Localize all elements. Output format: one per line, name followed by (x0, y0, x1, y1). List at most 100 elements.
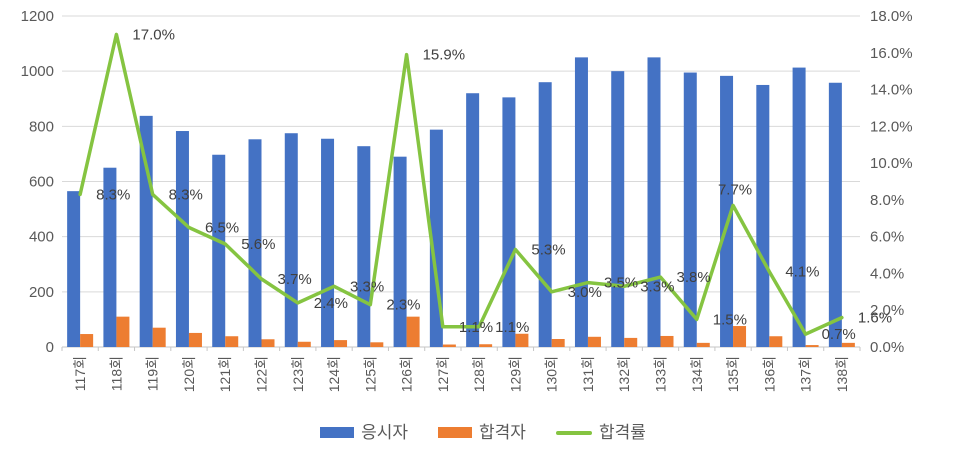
right-axis-tick-label: 4.0% (870, 265, 904, 282)
passers-bar (696, 342, 710, 347)
applicants-bar (321, 138, 335, 347)
applicants-bar (212, 154, 226, 347)
pass-rate-data-label: 2.4% (314, 295, 348, 312)
passers-bar (624, 337, 638, 347)
x-axis-label: 136회 (761, 356, 777, 392)
pass-rate-data-label: 3.3% (350, 278, 384, 295)
applicants-bar (792, 67, 806, 347)
pass-rate-data-label: 3.7% (278, 271, 312, 288)
pass-rate-data-label: 3.0% (568, 284, 602, 301)
pass-rate-data-label: 7.7% (718, 181, 752, 198)
x-axis-label: 124회 (326, 356, 342, 392)
passers-bar (406, 316, 420, 347)
left-axis-tick-label: 400 (29, 229, 54, 246)
applicants-bar (67, 191, 81, 347)
x-axis-label: 137회 (798, 356, 814, 392)
applicants-bar (466, 93, 480, 347)
pass-rate-data-label: 1.1% (495, 319, 529, 336)
legend-label-applicants: 응시자 (361, 423, 409, 442)
x-axis-label: 120회 (181, 356, 197, 392)
applicants-bar (175, 131, 189, 347)
x-axis-label: 119회 (145, 356, 161, 391)
left-axis-tick-label: 200 (29, 284, 54, 301)
right-axis-tick-label: 8.0% (870, 192, 904, 209)
pass-rate-data-label: 3.8% (677, 269, 711, 286)
pass-rate-data-label: 3.3% (640, 278, 674, 295)
applicants-bar (756, 84, 770, 347)
pass-rate-data-label: 6.5% (205, 219, 239, 236)
applicants-bar (502, 97, 516, 347)
pass-rate-data-label: 2.3% (386, 297, 420, 314)
left-axis-tick-label: 0 (46, 339, 54, 356)
x-axis-label: 121회 (217, 356, 233, 392)
x-axis-label: 118회 (108, 356, 124, 391)
passers-bar (80, 334, 94, 347)
applicants-bar-swatch-icon (320, 427, 355, 438)
x-axis-label: 135회 (725, 356, 741, 392)
pass-rate-data-label: 4.1% (785, 264, 819, 281)
x-axis-label: 122회 (254, 356, 270, 392)
pass-rate-data-label: 5.6% (241, 236, 275, 253)
x-axis-label: 130회 (544, 356, 560, 392)
x-axis-label: 133회 (653, 356, 669, 392)
passers-bar (587, 336, 601, 347)
pass-rate-data-label: 8.3% (96, 186, 130, 203)
right-axis-tick-label: 10.0% (870, 155, 913, 172)
passers-bar (515, 333, 529, 347)
right-axis-tick-label: 18.0% (870, 8, 913, 25)
applicants-bar (574, 57, 588, 347)
passers-bar (769, 336, 783, 347)
passers-bar (225, 336, 239, 347)
right-axis-tick-label: 6.0% (870, 229, 904, 246)
pass-rate-line-swatch-icon (555, 430, 592, 435)
pass-rate-data-label: 0.7% (822, 326, 856, 343)
x-axis-label: 117회 (72, 356, 88, 391)
passers-bar (479, 344, 493, 347)
x-axis-label: 123회 (290, 356, 306, 392)
x-axis-label: 131회 (580, 356, 596, 392)
x-axis-label: 125회 (362, 356, 378, 392)
x-axis-label: 126회 (399, 356, 415, 392)
applicants-bar (393, 156, 407, 347)
passers-bar (261, 339, 275, 347)
applicants-bar (357, 146, 371, 347)
passers-bar (334, 340, 348, 347)
passers-bar (152, 327, 166, 347)
right-axis-tick-label: 2.0% (870, 302, 904, 319)
legend-label-pass-rate: 합격률 (598, 423, 646, 442)
legend-item-pass-rate: 합격률 (555, 423, 646, 442)
x-axis-label: 134회 (689, 356, 705, 392)
applicants-bar (828, 82, 842, 348)
passers-bar (841, 342, 855, 347)
pass-rate-data-label: 1.5% (713, 311, 747, 328)
legend: 응시자 합격자 합격률 (0, 424, 966, 441)
pass-rate-data-label: 8.3% (169, 186, 203, 203)
applicants-bar (284, 133, 298, 347)
left-axis-tick-label: 1200 (21, 8, 54, 25)
right-axis-tick-label: 16.0% (870, 45, 913, 62)
x-axis-label: 138회 (834, 356, 850, 392)
pass-rate-data-label: 1.1% (459, 319, 493, 336)
legend-item-passers: 합격자 (438, 424, 526, 441)
x-axis-label: 129회 (507, 356, 523, 392)
applicants-bar (647, 57, 661, 347)
passers-bar (442, 344, 456, 347)
x-axis-label: 128회 (471, 356, 487, 392)
x-axis-label: 132회 (616, 356, 632, 392)
right-axis-tick-label: 14.0% (870, 82, 913, 99)
applicants-bar (248, 139, 262, 347)
combo-chart: 0 200 400 600 800 1000 1200 0.0% 2.0% 4.0% 6.0% 8.0… (21, 8, 913, 392)
pass-rate-line (78, 32, 844, 336)
applicants-bar (611, 71, 625, 348)
pass-rate-data-label: 17.0% (132, 26, 175, 43)
passers-bar (733, 326, 747, 347)
pass-rate-data-label: 1.6% (858, 310, 892, 327)
pass-rate-data-label: 15.9% (423, 47, 466, 64)
passers-bar (188, 332, 202, 347)
x-axis-label: 127회 (435, 356, 451, 392)
legend-label-passers: 합격자 (479, 423, 526, 442)
left-axis-tick-label: 600 (29, 174, 54, 191)
right-axis-tick-label: 0.0% (870, 339, 904, 356)
passers-bar (660, 335, 674, 347)
